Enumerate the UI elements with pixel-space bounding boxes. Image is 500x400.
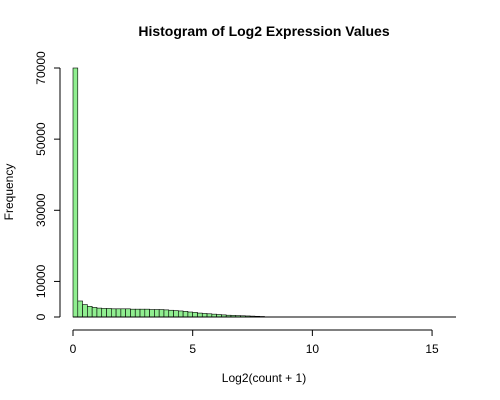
y-tick-label: 50000	[34, 122, 48, 156]
histogram-bar	[107, 308, 112, 317]
histogram-bar	[111, 309, 116, 317]
histogram-bar	[78, 301, 83, 317]
y-tick-label: 70000	[34, 51, 48, 85]
histogram-bar	[188, 312, 193, 317]
histogram-bar	[197, 313, 202, 317]
histogram-bar	[73, 68, 78, 317]
histogram-bar	[154, 310, 159, 317]
histogram-bar	[126, 309, 131, 317]
x-axis: 0 5 10 15	[70, 330, 439, 356]
histogram-bar	[87, 306, 92, 317]
histogram-bar	[150, 310, 155, 317]
x-tick-label: 5	[189, 342, 196, 356]
histogram-bar	[97, 308, 102, 317]
histogram-bar	[174, 311, 179, 317]
histogram-bar	[135, 309, 140, 317]
y-axis: 0 10000 30000 50000 70000	[34, 51, 60, 320]
histogram-bar	[169, 310, 174, 317]
histogram-bar	[164, 310, 169, 317]
x-tick-label: 0	[70, 342, 77, 356]
y-tick-label: 10000	[34, 264, 48, 298]
histogram-bar	[159, 310, 164, 317]
x-tick-label: 10	[306, 342, 320, 356]
histogram-bar	[193, 312, 198, 317]
chart-title: Histogram of Log2 Expression Values	[138, 23, 390, 39]
y-axis-label: Frequency	[2, 164, 16, 221]
y-tick-label: 0	[34, 313, 48, 320]
histogram-bar	[140, 309, 145, 317]
bars-group	[73, 68, 456, 317]
histogram-bar	[102, 308, 107, 317]
histogram-bar	[145, 309, 150, 317]
y-tick-label: 30000	[34, 193, 48, 227]
histogram-bar	[183, 311, 188, 317]
histogram-bar	[121, 309, 126, 317]
histogram-bar	[178, 311, 183, 317]
x-axis-label: Log2(count + 1)	[222, 371, 306, 385]
histogram-bar	[92, 307, 97, 317]
histogram-bar	[83, 305, 88, 317]
x-tick-label: 15	[425, 342, 439, 356]
histogram-bar	[116, 309, 121, 317]
histogram-bar	[202, 313, 207, 317]
histogram-bar	[130, 309, 135, 317]
